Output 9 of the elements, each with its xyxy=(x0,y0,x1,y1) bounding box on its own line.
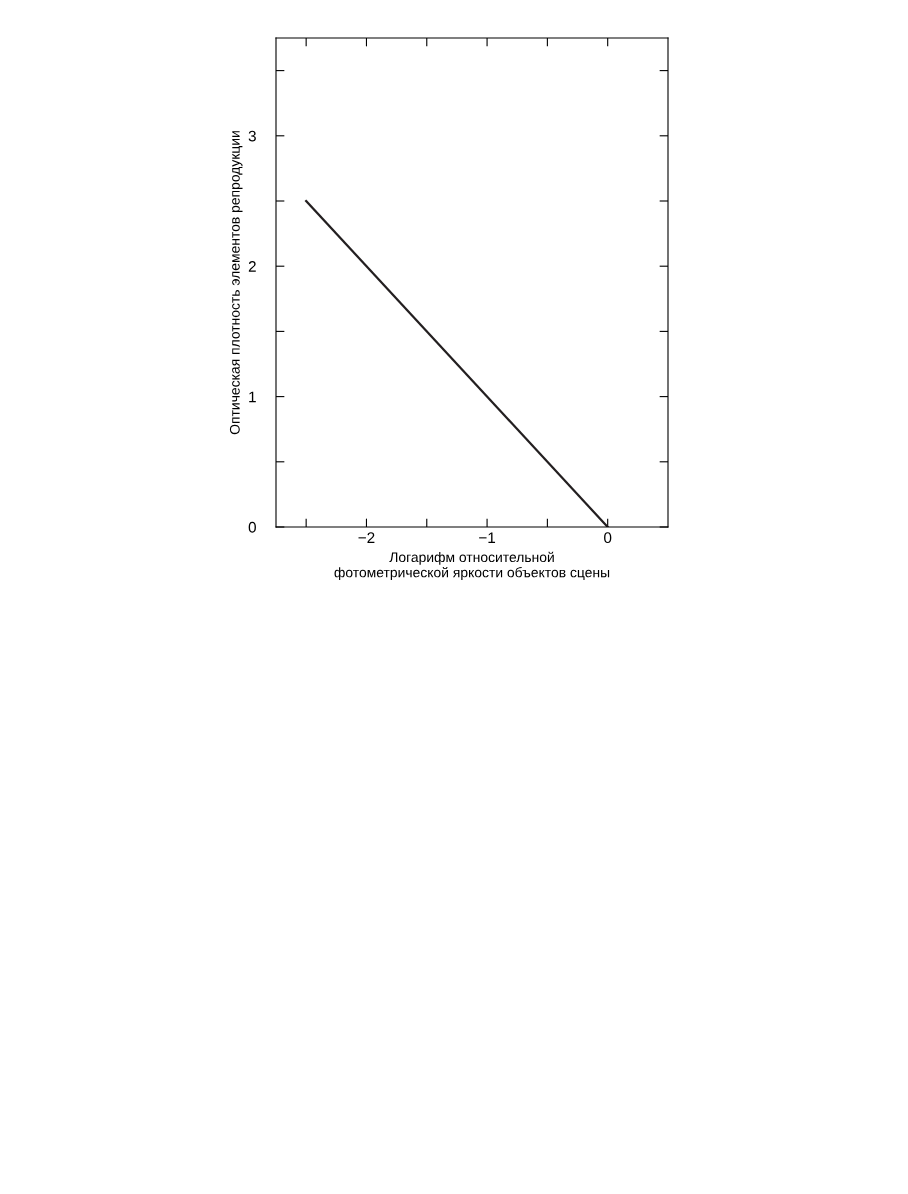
y-tick-label: 1 xyxy=(249,391,256,403)
x-axis-title: Логарифм относительной фотометрической яркости объектов сцены xyxy=(334,551,610,581)
y-tick-label: 0 xyxy=(248,521,256,533)
y-tick-label: 3 xyxy=(248,130,256,142)
x-tick-label: 0 xyxy=(604,532,612,544)
y-axis-title: Оптическая плотность элементов репродукции xyxy=(229,131,243,435)
x-tick-label: −2 xyxy=(358,532,375,543)
x-tick-label: −1 xyxy=(479,532,496,543)
y-tick-label: 2 xyxy=(248,261,256,272)
